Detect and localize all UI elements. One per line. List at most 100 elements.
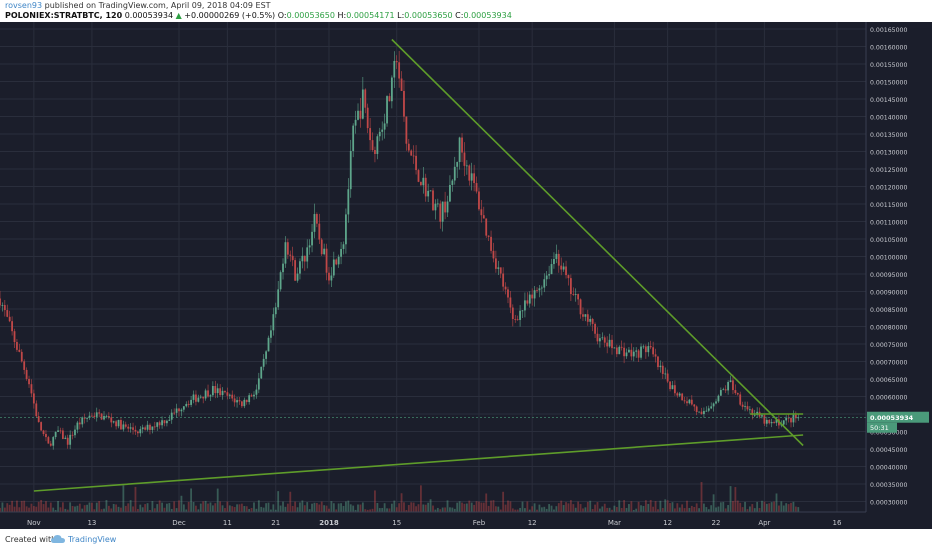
candle-body bbox=[565, 266, 567, 276]
volume-bar bbox=[335, 509, 338, 512]
candle-body bbox=[199, 396, 202, 398]
volume-bar bbox=[637, 501, 640, 512]
candle-body bbox=[606, 342, 609, 347]
price-tick-label: 0.00035000 bbox=[870, 482, 907, 489]
candle-body bbox=[635, 350, 638, 352]
low-value: 0.00053650 bbox=[404, 11, 453, 20]
close-value: 0.00053934 bbox=[463, 11, 512, 20]
volume-bar bbox=[620, 508, 623, 512]
candle-body bbox=[306, 247, 309, 262]
volume-bar bbox=[100, 509, 103, 512]
candle-body bbox=[538, 288, 541, 291]
volume-bar bbox=[149, 509, 151, 512]
volume-bar bbox=[245, 506, 248, 512]
volume-bar bbox=[470, 502, 473, 512]
volume-bar bbox=[451, 507, 454, 512]
time-tick-label: 12 bbox=[528, 519, 537, 527]
volume-bar bbox=[504, 504, 507, 512]
candle-body bbox=[654, 354, 657, 357]
candle-body bbox=[289, 254, 292, 256]
tradingview-brand[interactable]: TradingView bbox=[68, 535, 117, 544]
volume-bar bbox=[623, 500, 626, 512]
candle-body bbox=[746, 406, 749, 410]
candle-body bbox=[28, 378, 30, 385]
candle-body bbox=[139, 429, 142, 434]
candle-body bbox=[773, 421, 775, 423]
candle-body bbox=[374, 150, 376, 154]
candle-body bbox=[16, 342, 18, 350]
candle-body bbox=[611, 339, 613, 349]
candle-body bbox=[603, 337, 606, 343]
volume-bar bbox=[332, 503, 335, 512]
volume-bar bbox=[724, 508, 727, 512]
volume-bar bbox=[364, 509, 367, 512]
candle-body bbox=[299, 261, 301, 274]
volume-bar bbox=[1, 502, 4, 512]
candle-body bbox=[185, 403, 188, 407]
ohlc-line: POLONIEX:STRATBTC, 120 0.00053934 ▲ +0.0… bbox=[5, 11, 512, 20]
volume-bar bbox=[3, 507, 6, 512]
candle-body bbox=[291, 255, 294, 261]
volume-bar bbox=[444, 507, 446, 512]
volume-bar bbox=[492, 500, 495, 512]
volume-bar bbox=[490, 500, 492, 512]
candle-body bbox=[255, 389, 258, 395]
candle-body bbox=[303, 255, 306, 262]
volume-bar bbox=[579, 504, 582, 512]
volume-bar bbox=[282, 501, 284, 512]
volume-bar bbox=[146, 503, 149, 512]
price-tick-label: 0.00135000 bbox=[870, 132, 907, 139]
volume-bar bbox=[625, 507, 628, 512]
candle-body bbox=[599, 338, 601, 342]
trendlines[interactable] bbox=[33, 38, 804, 492]
time-tick-label: Feb bbox=[473, 519, 486, 527]
created-with-text: Created with bbox=[5, 535, 57, 544]
volume-bar bbox=[586, 501, 589, 512]
candle-body bbox=[166, 420, 168, 424]
volume-bar bbox=[197, 509, 200, 512]
volume-bar bbox=[710, 505, 713, 512]
time-tick-label: Mar bbox=[608, 519, 621, 527]
volume-bar bbox=[736, 500, 739, 512]
volume-bar bbox=[601, 506, 604, 512]
volume-bar bbox=[516, 509, 519, 512]
price-tick-label: 0.00165000 bbox=[870, 27, 907, 34]
candle-body bbox=[693, 404, 696, 407]
candle-body bbox=[195, 394, 197, 402]
candle-body bbox=[683, 400, 686, 402]
price-axis[interactable]: 0.00030000 0.00035000 0.00040000 0.00045000… bbox=[870, 27, 907, 507]
candle-body bbox=[707, 408, 710, 411]
symbol-label: POLONIEX:STRATBTC, 120 bbox=[5, 11, 123, 20]
candle-body bbox=[250, 395, 253, 397]
volume-bar bbox=[461, 502, 463, 512]
candle-body bbox=[422, 177, 425, 186]
candle-body bbox=[390, 77, 393, 102]
candle-body bbox=[528, 294, 531, 304]
volume-bar bbox=[526, 501, 529, 512]
volume-bar bbox=[180, 495, 183, 512]
candle-body bbox=[449, 184, 451, 202]
time-tick-label: 12 bbox=[663, 519, 672, 527]
candle-body bbox=[441, 201, 444, 222]
price-tick-label: 0.00060000 bbox=[870, 395, 907, 402]
volume-bar bbox=[715, 507, 717, 512]
candle-body bbox=[770, 421, 773, 424]
time-tick-label: Apr bbox=[758, 519, 770, 527]
volume-bar bbox=[785, 503, 788, 512]
candle-body bbox=[407, 143, 410, 151]
candle-body bbox=[279, 272, 282, 290]
candle-body bbox=[64, 437, 67, 439]
candle-body bbox=[69, 434, 72, 445]
candle-body bbox=[729, 380, 732, 382]
volume-bar bbox=[502, 491, 505, 512]
candle-body bbox=[214, 386, 217, 394]
candle-body bbox=[129, 427, 132, 429]
price-chart[interactable]: 0.00030000 0.00035000 0.00040000 0.00045000… bbox=[0, 22, 932, 529]
time-axis[interactable]: Nov 13 Dec 11 21 2018 15 Feb 12 Mar 12 22 Apr 16 bbox=[27, 519, 842, 527]
author-link[interactable]: rovsen93 bbox=[5, 1, 43, 10]
volume-bar bbox=[497, 506, 500, 512]
volume-bar bbox=[192, 501, 195, 512]
candle-body bbox=[494, 258, 497, 269]
price-tick-label: 0.00090000 bbox=[870, 290, 907, 297]
candle-body bbox=[393, 60, 396, 78]
